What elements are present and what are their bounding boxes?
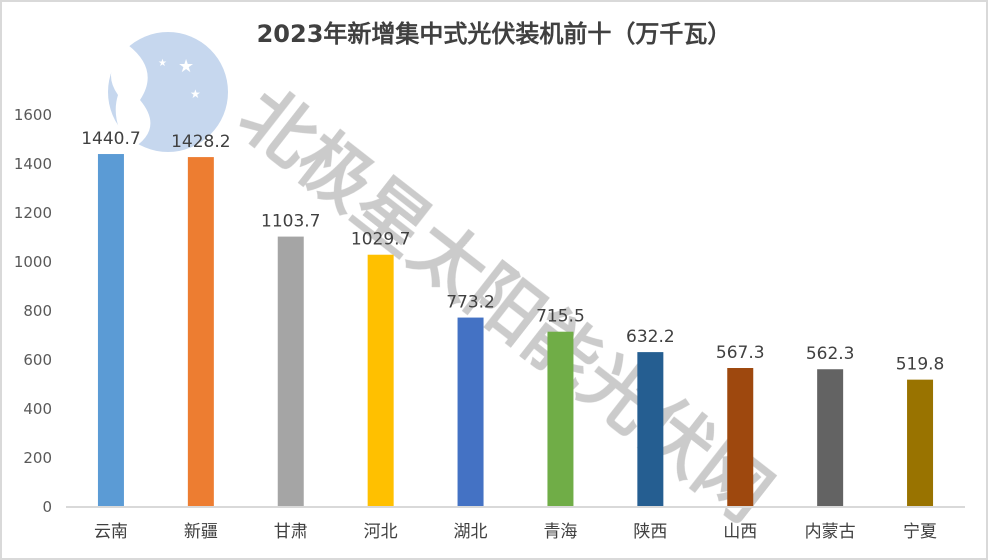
y-tick-label: 1400 <box>14 155 52 173</box>
y-tick-label: 1200 <box>14 204 52 222</box>
bar <box>97 154 124 507</box>
svg-text:北极星太阳能光伏网: 北极星太阳能光伏网 <box>225 72 787 537</box>
x-tick-label: 新疆 <box>184 522 218 542</box>
x-tick-label: 陕西 <box>633 522 667 542</box>
data-label: 1440.7 <box>81 129 140 149</box>
bar <box>907 379 934 507</box>
bar <box>637 352 664 507</box>
bar <box>547 331 574 507</box>
bar <box>367 254 394 507</box>
data-label: 1029.7 <box>351 230 410 250</box>
data-label: 1103.7 <box>261 212 320 232</box>
y-tick-label: 400 <box>23 400 52 418</box>
bar <box>457 317 484 507</box>
bar <box>817 369 844 507</box>
y-tick-label: 800 <box>23 302 52 320</box>
x-tick-label: 河北 <box>364 522 398 542</box>
bar <box>277 236 304 507</box>
data-label: 1428.2 <box>171 132 230 152</box>
y-tick-label: 1600 <box>14 106 52 124</box>
x-tick-label: 山西 <box>723 522 757 542</box>
data-label: 715.5 <box>536 307 585 327</box>
chart-title: 2023年新增集中式光伏装机前十（万千瓦） <box>257 20 732 48</box>
y-tick-label: 200 <box>23 449 52 467</box>
data-label: 562.3 <box>806 344 855 364</box>
data-label: 632.2 <box>626 327 675 347</box>
x-tick-label: 内蒙古 <box>805 522 856 542</box>
x-tick-label: 宁夏 <box>903 522 937 542</box>
bar <box>187 157 214 507</box>
y-tick-label: 0 <box>42 498 52 516</box>
y-tick-label: 600 <box>23 351 52 369</box>
data-label: 773.2 <box>446 293 495 313</box>
y-tick-label: 1000 <box>14 253 52 271</box>
bar <box>727 368 754 507</box>
svg-text:★: ★ <box>158 58 167 69</box>
x-tick-label: 甘肃 <box>274 522 308 542</box>
svg-text:★: ★ <box>178 56 194 77</box>
x-tick-label: 青海 <box>543 522 577 542</box>
svg-text:★: ★ <box>190 87 201 101</box>
x-tick-label: 云南 <box>94 522 128 542</box>
x-tick-label: 湖北 <box>454 522 488 542</box>
data-label: 519.8 <box>896 355 945 375</box>
data-label: 567.3 <box>716 343 765 363</box>
